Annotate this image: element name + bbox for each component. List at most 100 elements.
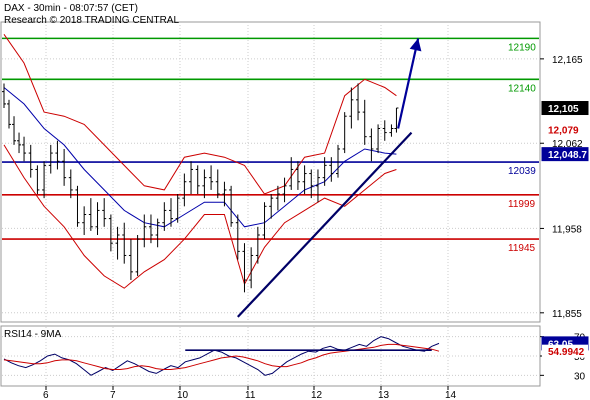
candle (128, 239, 133, 281)
candle (202, 169, 207, 199)
price-tag-bollinger-upper-bg (542, 122, 588, 136)
candle (142, 214, 147, 248)
candle (315, 169, 320, 203)
candle (349, 87, 354, 129)
candle (295, 161, 300, 190)
rsi-y-tick-label: 30 (574, 371, 586, 382)
rsi-lines (3, 336, 440, 376)
rsi-panel-frame (0, 325, 541, 387)
y-tick-label: 11,855 (552, 309, 582, 320)
x-tick-label: 10 (177, 390, 189, 400)
indicator-bollinger-upper (3, 34, 397, 195)
candle (189, 161, 194, 195)
candle (389, 124, 394, 137)
candle (17, 132, 22, 154)
arrow-shaft (397, 38, 420, 129)
x-axis: 6 7 10 11 12 13 14 (43, 386, 457, 400)
x-tick-label: 12 (311, 390, 323, 400)
candle (282, 177, 287, 203)
level-label-12039: 12039 (508, 166, 536, 177)
chart-header-title: DAX - 30min - 08:07:57 (CET) (4, 3, 138, 14)
candle (48, 144, 53, 174)
candles (2, 83, 399, 293)
y-tick-label: 11,958 (552, 224, 582, 235)
candle (55, 140, 60, 170)
annotations (236, 38, 422, 318)
candle (275, 185, 280, 211)
candle (35, 165, 40, 195)
price-tag-last-pointer (542, 101, 548, 115)
candle (155, 218, 160, 248)
support-trendline (236, 131, 413, 318)
candle (329, 157, 334, 182)
candle (262, 202, 267, 240)
candle (362, 99, 367, 145)
candle (209, 165, 214, 190)
indicator-bollinger-lower (3, 144, 397, 289)
y-tick-label: 12,165 (552, 55, 583, 66)
candle (62, 148, 67, 186)
candle (162, 202, 167, 231)
candle (28, 144, 33, 178)
rsi-series-9ma (3, 343, 440, 370)
candle (229, 185, 234, 227)
candle (336, 144, 340, 178)
candle (68, 169, 73, 199)
candle (12, 116, 17, 145)
candle (102, 198, 107, 227)
candle (148, 214, 153, 244)
candle (135, 234, 140, 276)
candle (235, 214, 240, 260)
candle (242, 243, 247, 293)
price-tag-bollinger-upper-label: 12,079 (548, 125, 579, 136)
candle (302, 165, 307, 195)
rsi-panel-title: RSI14 - 9MA (4, 329, 62, 340)
level-label-11945: 11945 (508, 243, 536, 254)
x-tick-label: 13 (378, 390, 390, 400)
candle (115, 226, 120, 260)
candle (356, 83, 361, 121)
candle (376, 124, 381, 154)
candle (394, 107, 399, 133)
candle (269, 194, 274, 219)
candle (289, 157, 294, 190)
candle (322, 157, 327, 186)
price-panel-frame (0, 21, 541, 323)
candle (255, 226, 260, 264)
level-label-12190: 12190 (508, 42, 536, 53)
x-tick-label: 6 (43, 390, 49, 400)
candle (195, 165, 200, 195)
candle (215, 169, 220, 199)
candle (95, 202, 100, 235)
candle (108, 214, 113, 252)
candle (82, 206, 87, 235)
candle (249, 247, 254, 289)
candle (7, 99, 12, 129)
candle (222, 181, 227, 207)
arrow-head (409, 38, 422, 52)
grid (2, 22, 539, 385)
rsi-series-rsi14 (3, 336, 440, 376)
candle (182, 173, 187, 207)
price-tag-moving-average-pointer (542, 147, 548, 161)
price-tag-last-label: 12,105 (548, 104, 579, 115)
rsi-tag-1-label: 54.9942 (548, 347, 585, 358)
candle (175, 194, 180, 223)
level-label-11999: 11999 (508, 199, 536, 210)
candle (122, 222, 127, 264)
rsi-tag-1-bg (542, 344, 588, 358)
candle (342, 112, 347, 154)
candle (75, 185, 80, 227)
x-tick-label: 7 (110, 390, 116, 400)
level-label-12140: 12140 (508, 83, 536, 94)
x-tick-label: 14 (445, 390, 457, 400)
candle (169, 198, 173, 227)
candle (88, 198, 93, 231)
rsi-tag-1-pointer (542, 344, 548, 358)
candle (369, 128, 374, 162)
candle (382, 120, 387, 141)
candle (309, 169, 314, 199)
candle (2, 83, 6, 109)
y-tick-label: 12,062 (552, 139, 583, 150)
